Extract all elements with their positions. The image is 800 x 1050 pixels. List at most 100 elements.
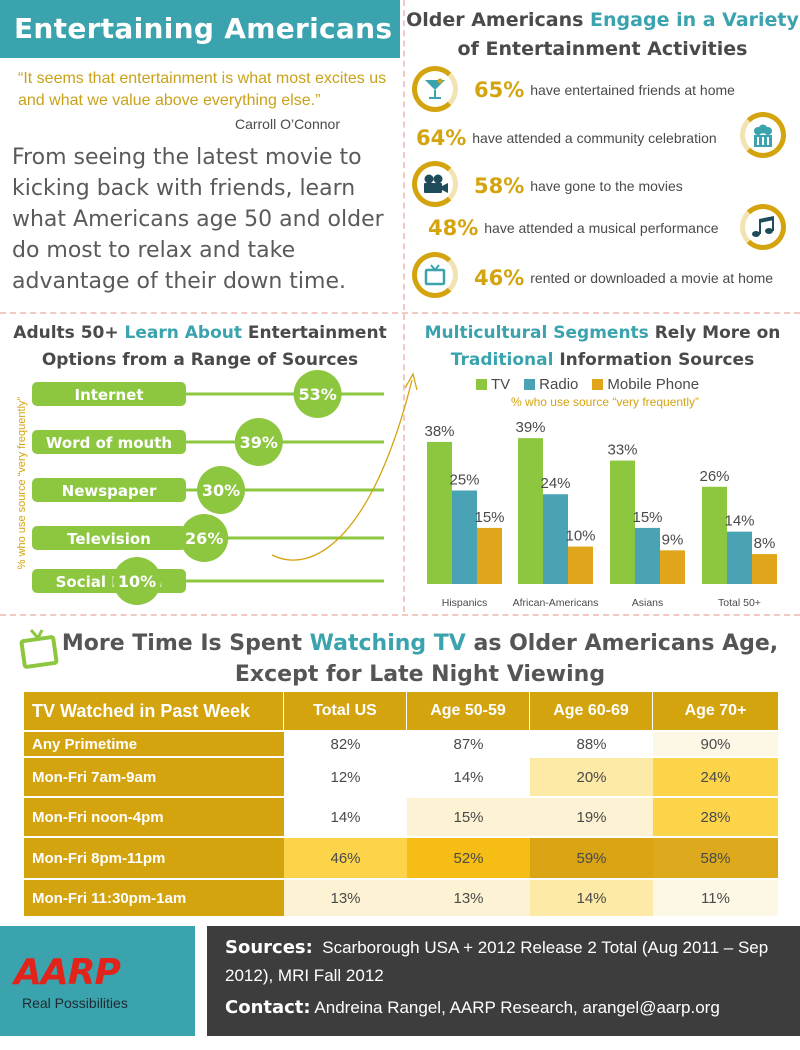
table-cell: 24% — [653, 756, 778, 796]
activity-text: have attended a musical performance — [484, 220, 719, 236]
table-row: Any Primetime 82% 87% 88% 90% — [24, 730, 778, 756]
legend-item-tv: TV — [476, 376, 510, 393]
bar-mobile-phone — [660, 550, 685, 584]
bar-value-label: 14% — [724, 513, 754, 530]
bar-mobile-phone — [477, 527, 502, 584]
bar-tv — [427, 441, 452, 584]
bar-value-label: 9% — [662, 531, 684, 548]
legend-label: TV — [491, 376, 511, 393]
bar-value-label: 25% — [449, 472, 479, 489]
table-header-cell: Age 50-59 — [407, 692, 530, 730]
activity-pct: 65% — [474, 78, 525, 102]
cocktail-icon — [412, 66, 458, 112]
activity-pct: 46% — [474, 266, 525, 290]
table-cell: 87% — [407, 730, 530, 756]
source-pill — [32, 382, 186, 406]
activities-title: Older Americans Engage in a Variety of E… — [405, 6, 800, 64]
activity-pct: 64% — [416, 126, 467, 150]
bar-value-label: 26% — [699, 468, 729, 485]
bar-value-label: 8% — [754, 535, 776, 552]
table-cell: 52% — [407, 836, 530, 878]
source-label: Word of mouth — [46, 434, 172, 452]
activities-title-part1: Older Americans — [406, 9, 591, 31]
sources-text: Scarborough USA + 2012 Release 2 Total (… — [225, 938, 769, 985]
legend-swatch — [476, 379, 487, 390]
bar-radio — [727, 531, 752, 584]
activity-pct: 58% — [474, 174, 525, 198]
table-row-label: Mon-Fri 11:30pm-1am — [24, 878, 284, 916]
table-row-label: Mon-Fri 7am-9am — [24, 756, 284, 796]
bar-value-label: 10% — [565, 528, 595, 545]
activity-row: 58% have gone to the movies — [474, 174, 683, 198]
intro-text: From seeing the latest movie to kicking … — [12, 145, 384, 294]
category-label: Total 50+ — [718, 597, 761, 609]
tv-title: More Time Is Spent Watching TV as Older … — [40, 628, 800, 690]
source-track — [32, 392, 384, 396]
multicultural-chart: 38% 25% 15% Hispanics 39% 24% 10% African-Ameri… — [424, 419, 777, 609]
aarp-logo: AARP Real Possibilities — [14, 952, 184, 1011]
source-value-circle — [180, 514, 229, 562]
table-cell: 88% — [530, 730, 653, 756]
source-label: Television — [67, 530, 151, 548]
footer-sources: Sources: Scarborough USA + 2012 Release … — [225, 934, 786, 990]
television-icon — [412, 252, 458, 298]
multicultural-title-highlight1: Multicultural Segments — [424, 323, 649, 343]
source-value-circle — [293, 370, 342, 418]
source-pill — [32, 526, 186, 550]
tv-title-highlight: Watching TV — [309, 631, 466, 656]
activity-row: 64% have attended a community celebratio… — [416, 126, 717, 150]
multicultural-subtitle: % who use source “very frequently” — [510, 395, 700, 409]
tv-title-part3: as Older Americans Age, Except for Late … — [234, 631, 779, 687]
source-value-circle — [197, 466, 245, 514]
category-label: African-Americans — [513, 597, 599, 609]
legend-item-radio: Radio — [524, 376, 578, 393]
source-track — [32, 440, 384, 444]
table-row-label: Any Primetime — [24, 730, 284, 756]
table-cell: 20% — [530, 756, 653, 796]
tv-title-part1: More Time Is Spent — [61, 631, 310, 656]
table-header-cell: Age 60-69 — [530, 692, 653, 730]
source-value-circle — [113, 557, 161, 605]
main-title: Entertaining Americans 50+ — [0, 0, 400, 103]
aarp-logo-text: AARP — [14, 952, 121, 993]
television-icon — [19, 629, 59, 669]
source-value-label: 26% — [185, 529, 223, 548]
activities-title-part3: of Entertainment Activities — [457, 38, 748, 60]
music-note-icon — [740, 204, 786, 250]
bar-tv — [518, 438, 543, 584]
legend-swatch — [524, 379, 536, 390]
activity-text: have entertained friends at home — [530, 82, 735, 98]
table-header-cell: TV Watched in Past Week — [24, 692, 284, 730]
legend-swatch — [592, 379, 604, 390]
source-value-label: 10% — [118, 572, 156, 591]
sources-chart: Internet 53% Word of mouth 39% Newspaper 30% T… — [32, 370, 384, 605]
bar-mobile-phone — [568, 546, 593, 584]
cake-icon — [740, 112, 786, 158]
source-value-label: 39% — [240, 433, 278, 452]
footer-logo-panel — [0, 926, 195, 1036]
section-divider — [0, 614, 800, 616]
table-row-label: Mon-Fri 8pm-11pm — [24, 836, 284, 878]
category-label: Hispanics — [442, 597, 488, 609]
sources-title-highlight: Learn About — [124, 323, 243, 343]
bar-value-label: 33% — [607, 442, 637, 459]
source-label: Internet — [74, 386, 143, 404]
table-cell: 14% — [407, 756, 530, 796]
legend-label: Mobile Phone — [607, 376, 700, 393]
activities-title-highlight: Engage in a Variety — [590, 9, 799, 31]
aarp-logo-tagline: Real Possibilities — [22, 995, 128, 1011]
quote-author: Carroll O’Connor — [234, 116, 340, 132]
tv-table: TV Watched in Past Week Total US Age 50-… — [24, 692, 778, 916]
activity-text: have attended a community celebration — [472, 130, 717, 146]
table-cell: 13% — [407, 878, 530, 916]
table-row: Mon-Fri 7am-9am 12% 14% 20% 24% — [24, 756, 778, 796]
bar-value-label: 15% — [632, 509, 662, 526]
table-cell: 90% — [653, 730, 778, 756]
section-divider — [403, 0, 405, 310]
table-cell: 28% — [653, 796, 778, 836]
activity-pct: 48% — [428, 216, 479, 240]
table-cell: 82% — [284, 730, 407, 756]
connector-arrow — [271, 372, 418, 561]
activity-text: have gone to the movies — [530, 178, 683, 194]
table-cell: 11% — [653, 878, 778, 916]
